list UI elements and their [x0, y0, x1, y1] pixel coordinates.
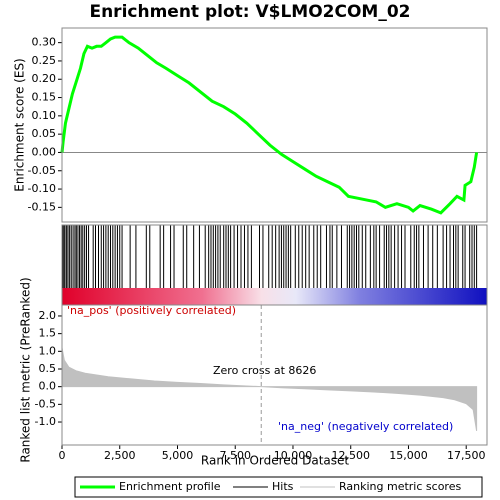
y-tick-label: 0.15	[32, 91, 57, 104]
y-tick-label: 0.05	[32, 127, 57, 140]
panel-frame	[61, 304, 488, 446]
x-tick-label: 10,000	[274, 449, 313, 462]
y-tick-label: -1.0	[35, 415, 56, 428]
zero-cross-label: Zero cross at 8626	[213, 364, 316, 377]
y-tick-label: 0.00	[32, 145, 57, 158]
neg-label: 'na_neg' (negatively correlated)	[278, 420, 453, 433]
y-tick-label: 0.30	[32, 36, 57, 49]
y-tick-label: 0.20	[32, 72, 57, 85]
x-tick-label: 17,500	[447, 449, 486, 462]
legend-label: Enrichment profile	[119, 480, 221, 493]
y-tick-label: -0.15	[28, 200, 56, 213]
x-tick-label: 5,000	[162, 449, 194, 462]
y-tick-label: 0.5	[39, 362, 57, 375]
panel-frame	[61, 27, 488, 223]
x-axis-label: Rank in Ordered Dataset	[201, 454, 349, 468]
metric-area	[61, 347, 478, 431]
y-tick-label: 1.0	[39, 344, 57, 357]
x-tick-label: 2,500	[104, 449, 136, 462]
y-tick-label: 0.25	[32, 54, 57, 67]
legend	[74, 476, 483, 498]
y-tick-label: -0.05	[28, 164, 56, 177]
x-tick-label: 15,000	[389, 449, 428, 462]
pos-label: 'na_pos' (positively correlated)	[67, 304, 236, 317]
chart-title: Enrichment plot: V$LMO2COM_02	[89, 2, 410, 22]
x-tick-label: 12,500	[331, 449, 370, 462]
color-band	[62, 288, 487, 305]
y-axis-label: Enrichment score (ES)	[13, 58, 27, 191]
y-tick-label: -0.5	[35, 397, 56, 410]
x-tick-label: 0	[59, 449, 66, 462]
x-tick-label: 7,500	[219, 449, 251, 462]
legend-label: Ranking metric scores	[339, 480, 461, 493]
y-axis-label: Ranked list metric (PreRanked)	[19, 277, 33, 462]
y-tick-label: 2.0	[39, 309, 57, 322]
legend-label: Hits	[272, 480, 294, 493]
y-tick-label: 0.0	[39, 380, 57, 393]
y-tick-label: 0.10	[32, 109, 57, 122]
y-tick-label: 1.5	[39, 327, 57, 340]
y-tick-label: -0.10	[28, 182, 56, 195]
enrichment-line	[60, 35, 479, 215]
